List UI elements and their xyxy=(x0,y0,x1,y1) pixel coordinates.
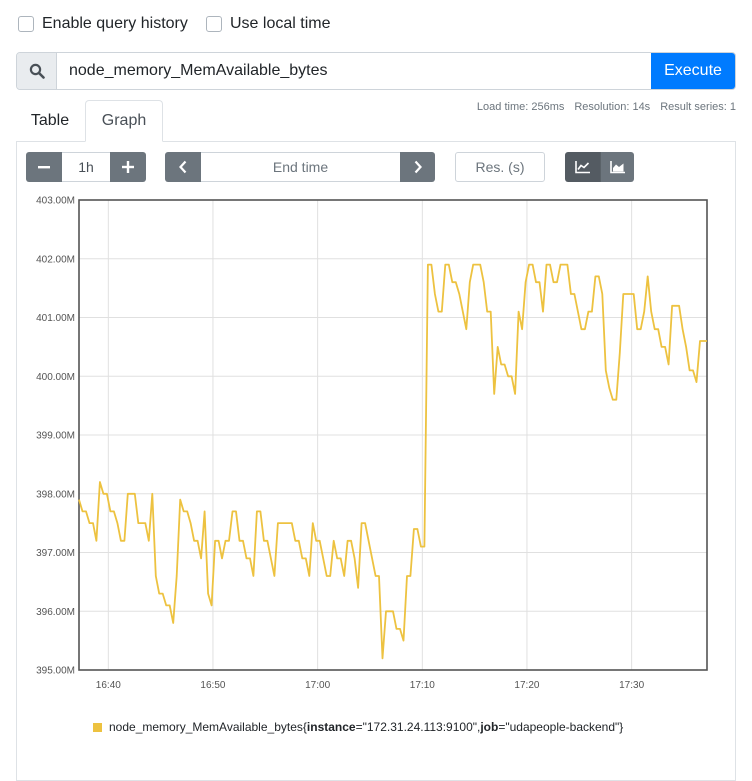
line-chart-button[interactable] xyxy=(565,152,600,182)
x-tick-label: 17:00 xyxy=(305,680,330,691)
y-tick-label: 395.00M xyxy=(36,666,75,677)
legend-label-key: job xyxy=(480,720,499,734)
x-tick-label: 17:30 xyxy=(619,680,644,691)
y-tick-label: 396.00M xyxy=(36,607,75,618)
line-chart-icon xyxy=(574,161,590,174)
x-tick-label: 17:20 xyxy=(514,680,539,691)
chart-type-toggle xyxy=(565,152,634,182)
y-tick-label: 403.00M xyxy=(36,196,75,207)
graph-chart: 395.00M 396.00M 397.00M 398.00M 399.00M 400.0… xyxy=(36,196,708,691)
search-icon xyxy=(17,53,57,89)
area-chart-icon xyxy=(609,161,625,174)
legend-close-brace: } xyxy=(619,720,624,734)
local-time-checkbox[interactable] xyxy=(206,16,222,32)
result-series: Result series: 1 xyxy=(660,101,736,113)
legend-metric: node_memory_MemAvailable_bytes xyxy=(109,720,303,734)
execute-button[interactable]: Execute xyxy=(651,53,735,89)
legend-open-brace: { xyxy=(302,720,307,734)
chevron-left-icon xyxy=(179,160,187,174)
query-history-checkbox[interactable] xyxy=(18,16,34,32)
end-time-control: End time xyxy=(165,152,435,182)
tab-table[interactable]: Table xyxy=(30,112,70,129)
y-tick-label: 400.00M xyxy=(36,372,75,383)
x-tick-label: 16:40 xyxy=(96,680,121,691)
chevron-right-icon xyxy=(414,160,422,174)
stacked-chart-button[interactable] xyxy=(600,152,634,182)
y-tick-label: 402.00M xyxy=(36,254,75,265)
local-time-label: Use local time xyxy=(230,15,331,32)
minus-icon xyxy=(38,166,50,169)
y-tick-label: 397.00M xyxy=(36,548,75,559)
legend-separator: , xyxy=(477,720,481,734)
y-tick-label: 399.00M xyxy=(36,431,75,442)
load-time: Load time: 256ms xyxy=(476,101,565,113)
range-input[interactable]: 1h xyxy=(62,152,110,182)
query-bar: Execute xyxy=(16,52,736,90)
query-history-option[interactable]: Enable query history xyxy=(18,15,188,33)
legend-label-value: ="172.31.24.113:9100" xyxy=(355,720,477,734)
local-time-option[interactable]: Use local time xyxy=(206,15,330,33)
range-control: 1h xyxy=(26,152,146,182)
x-tick-label: 17:10 xyxy=(410,680,435,691)
previous-time-button[interactable] xyxy=(165,152,201,182)
plot-border xyxy=(78,199,708,671)
legend-swatch[interactable] xyxy=(93,722,102,732)
increase-range-button[interactable] xyxy=(110,152,146,182)
x-tick-label: 16:50 xyxy=(200,680,225,691)
y-tick-label: 401.00M xyxy=(36,313,75,324)
resolution-input[interactable]: Res. (s) xyxy=(455,152,545,182)
y-tick-label: 398.00M xyxy=(36,489,75,500)
graph-legend: node_memory_MemAvailable_bytes{instance =… xyxy=(93,720,623,734)
query-history-label: Enable query history xyxy=(42,15,188,32)
tab-graph[interactable]: Graph xyxy=(85,100,163,142)
query-input[interactable] xyxy=(57,53,651,89)
end-time-input[interactable]: End time xyxy=(201,152,400,182)
legend-label-value: ="udapeople-backend" xyxy=(498,720,620,734)
series-line xyxy=(78,263,707,660)
next-time-button[interactable] xyxy=(400,152,435,182)
resolution: Resolution: 14s xyxy=(574,101,651,113)
legend-label-key: instance xyxy=(306,720,356,734)
query-stats: Load time: 256ms Resolution: 14s Result … xyxy=(477,101,736,113)
decrease-range-button[interactable] xyxy=(26,152,62,182)
plus-icon xyxy=(122,161,134,173)
